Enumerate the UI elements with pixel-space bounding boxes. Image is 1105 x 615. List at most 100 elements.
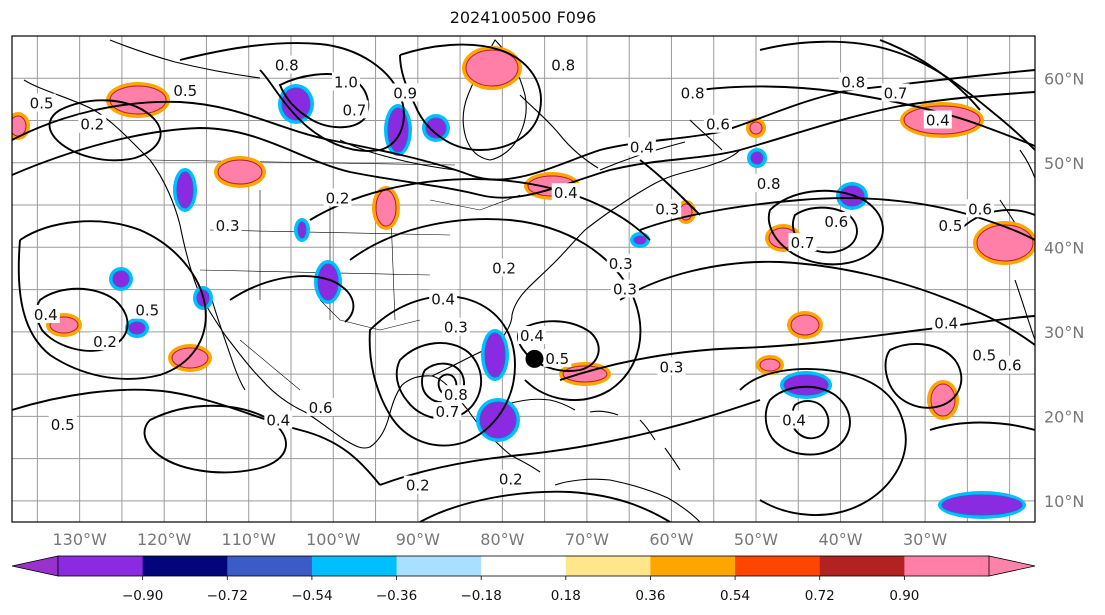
contour-label: 0.2 [326,189,350,207]
colorbar-tick-label: 0.72 [805,588,835,604]
contour-label: 0.3 [216,217,240,235]
positive-anomaly-area [109,85,167,115]
contour-label: 0.7 [884,84,908,102]
contour-label: 0.7 [791,234,815,252]
negative-anomaly-area [484,332,506,378]
contour-label-bg [549,55,578,74]
negative-anomaly-area [783,374,829,396]
negative-anomaly-area [281,87,311,121]
contour-label-bg [91,331,119,350]
colorbar-segment [396,556,482,576]
lat-tick-label: 10°N [1044,492,1084,511]
negative-anomaly-area [112,270,130,288]
contour-label: 0.3 [444,319,468,337]
contour-label: 0.6 [706,116,730,134]
longitude-tick-labels: 130°W 120°W 110°W 100°W 90°W 80°W 70°W 60°W 50°W… [52,530,947,549]
contour-label-bg [551,183,580,202]
map-frame [11,35,1036,523]
colorbar-tick-label: −0.72 [207,588,248,604]
colorbar-tick-label: −0.18 [460,588,501,604]
positive-anomaly-area [749,121,763,135]
colorbar-segment [227,556,313,576]
lat-tick-label: 30°N [1044,323,1084,342]
colorbar-frame [57,555,990,577]
contour-label: 0.4 [266,412,290,430]
contour-label: 0.5 [173,82,197,100]
contour-label-bg [995,355,1024,374]
colorbar-tick-label: −0.36 [376,588,417,604]
contour-label: 0.3 [609,255,633,273]
contour-label: 0.3 [613,281,637,299]
contour-label-bg [490,258,519,277]
contour-label-bg [881,83,910,102]
contour-label-bg [264,410,293,429]
contour-label-bg [213,216,242,235]
contour-label: 0.4 [934,314,958,332]
colorbar-segment [311,556,398,576]
colorbar-segment [904,556,990,576]
contour-label: 0.7 [435,403,459,421]
negative-anomaly-area [479,401,517,439]
contour-label-bg [610,279,639,298]
contour-label: 0.6 [998,357,1022,375]
contour-label-bg [441,317,470,336]
storm-position-marker [525,349,544,368]
contour-label: 0.6 [824,213,848,231]
greenland-coast [462,39,527,161]
colorbar-tick-label: 0.90 [889,588,919,604]
contour-label-bg [31,304,60,323]
contour-label-bg [331,72,360,91]
colorbar-segment [650,556,736,576]
negative-anomaly-area [425,117,447,139]
contour-label: 0.6 [968,200,992,218]
positive-anomaly-area [976,224,1034,262]
lon-tick-label: 40°W [818,530,862,549]
contour-label: 0.5 [30,95,54,113]
colorbar-tick-label: −0.54 [291,588,332,604]
lon-tick-label: 70°W [565,530,609,549]
negative-anomaly-area [839,185,865,207]
lon-tick-label: 120°W [137,530,192,549]
lon-tick-label: 80°W [480,530,524,549]
lat-lon-grid [12,36,1035,522]
contour-label: 0.5 [51,416,75,434]
colorbar-segment [735,556,821,576]
colorbar-tick-label: 0.54 [720,588,750,604]
contour-label-bg [27,93,56,112]
colorbar: −0.90 −0.72 −0.54 −0.36 −0.18 0.18 0.36 0.54 0.7… [11,555,1036,604]
contour-label: 0.6 [309,399,333,417]
contour-label: 0.4 [630,139,654,157]
contour-label: 0.4 [782,412,806,430]
contour-label-bg [171,80,200,99]
positive-anomaly-area [930,383,956,417]
contour-label: 0.2 [492,259,516,277]
lat-tick-label: 60°N [1044,69,1084,88]
colorbar-tick-label: −0.90 [122,588,163,604]
negative-anomaly-area [317,263,339,301]
contour-label: 0.5 [545,350,569,368]
contour-label: 0.8 [444,386,468,404]
map-title: 2024100500 F096 [449,8,597,27]
lon-tick-label: 30°W [903,530,947,549]
contour-label-bg [627,137,656,156]
contour-label-bg [678,83,707,102]
contour-label: 0.8 [841,73,865,91]
contour-label: 0.5 [972,346,996,364]
contour-labels: 0.20.50.81.00.70.90.20.30.40.80.60.40.80… [27,55,1024,495]
contour-label-bg [48,414,77,433]
contour-label-bg [936,216,965,235]
colorbar-segment [819,556,905,576]
map-background [12,36,1035,522]
contour-label: 0.4 [520,327,544,345]
contour-label: 0.4 [554,184,578,202]
contour-label: 0.4 [926,112,950,130]
contour-label-bg [657,357,686,376]
lon-tick-label: 50°W [734,530,778,549]
canada-coast [109,39,723,171]
negative-anomaly-area [633,235,647,245]
lon-tick-label: 100°W [306,530,361,549]
contour-label: 0.3 [660,358,684,376]
contour-label-bg [391,83,420,102]
contour-label: 0.7 [342,101,366,119]
